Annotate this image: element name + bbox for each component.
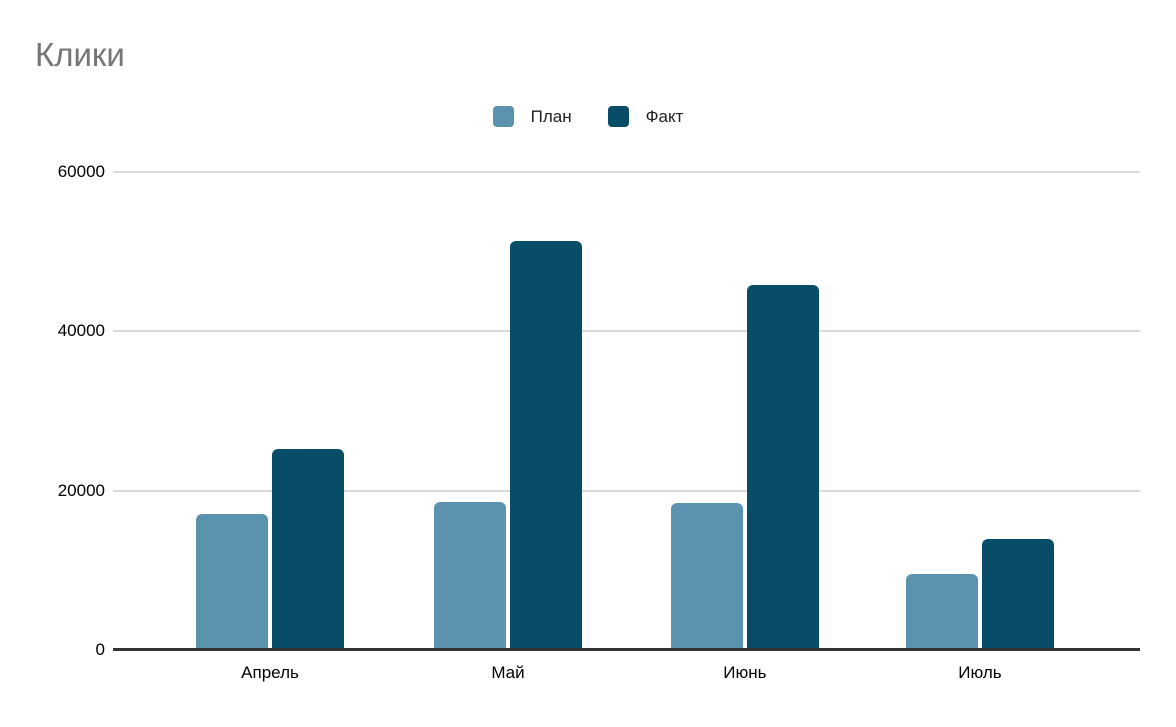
- chart-title: Клики: [35, 36, 125, 73]
- bar-plan-1[interactable]: [433, 501, 506, 650]
- bar-fact-1[interactable]: [509, 241, 582, 650]
- x-tick-label-1: Май: [491, 663, 525, 682]
- gridline-60000: [113, 171, 1140, 173]
- y-tick-label-0: 0: [95, 640, 105, 659]
- bar-plan-0[interactable]: [196, 513, 269, 650]
- legend-item-fact[interactable]: Факт: [607, 106, 684, 127]
- x-tick-label-2: Июнь: [723, 663, 767, 682]
- bar-fact-3[interactable]: [981, 539, 1054, 650]
- legend-label-fact: Факт: [645, 106, 684, 126]
- bar-plan-3[interactable]: [905, 574, 978, 650]
- gridline-40000: [113, 330, 1140, 333]
- legend: План Факт: [0, 106, 1176, 127]
- x-tick-label-0: Апрель: [241, 663, 299, 682]
- legend-swatch-fact: [607, 106, 629, 127]
- x-axis: Апрель Май Июнь Июль: [113, 663, 1140, 689]
- bar-fact-2[interactable]: [746, 285, 819, 650]
- legend-swatch-plan: [492, 106, 514, 127]
- bar-plan-2[interactable]: [670, 502, 743, 650]
- x-tick-label-3: Июль: [958, 663, 1002, 682]
- gridline-20000: [113, 489, 1140, 492]
- y-axis: 0 20000 40000 60000: [0, 162, 105, 659]
- bar-fact-0[interactable]: [272, 449, 345, 650]
- legend-item-plan[interactable]: План: [492, 106, 572, 127]
- y-tick-label-20000: 20000: [57, 480, 105, 500]
- plot-area: [113, 171, 1140, 651]
- y-tick-label-60000: 60000: [57, 162, 105, 181]
- x-axis-baseline: [113, 648, 1140, 651]
- y-tick-label-40000: 40000: [57, 321, 105, 341]
- legend-label-plan: План: [530, 106, 572, 126]
